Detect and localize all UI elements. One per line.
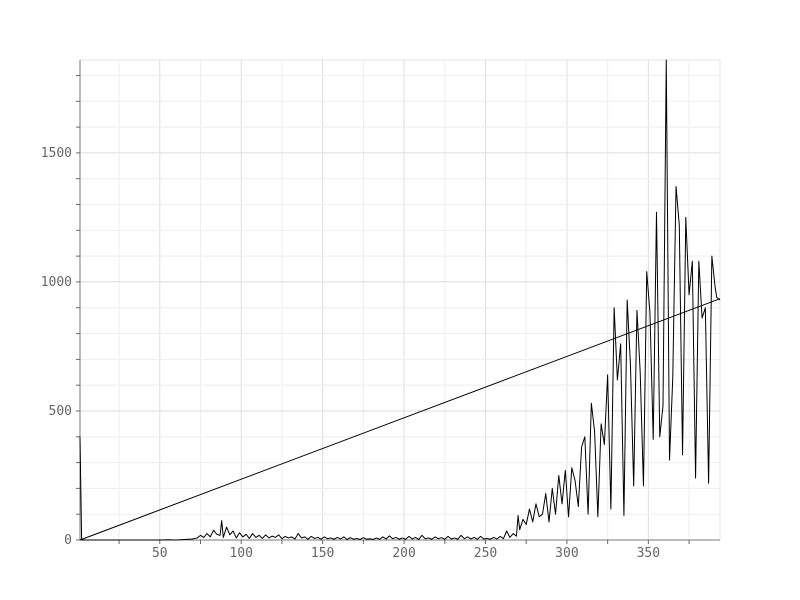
y-tick-label: 1500 bbox=[41, 146, 72, 161]
x-tick-label: 100 bbox=[229, 546, 252, 561]
tick-labels: 0 500 1000 1500 50 100 150 200 250 300 350 bbox=[41, 146, 660, 561]
x-tick-label: 200 bbox=[392, 546, 415, 561]
x-tick-label: 250 bbox=[474, 546, 497, 561]
x-tick-label: 150 bbox=[311, 546, 334, 561]
x-tick-label: 300 bbox=[555, 546, 578, 561]
series-layer bbox=[79, 59, 721, 541]
y-tick-label: 1000 bbox=[41, 275, 72, 290]
x-tick-label: 350 bbox=[637, 546, 660, 561]
x-tick-label: 50 bbox=[152, 546, 168, 561]
series-line-2 bbox=[79, 298, 721, 541]
y-tick-label: 500 bbox=[49, 404, 72, 419]
grid bbox=[80, 59, 721, 540]
series-line-1 bbox=[79, 59, 721, 541]
y-tick-label: 0 bbox=[64, 533, 72, 548]
